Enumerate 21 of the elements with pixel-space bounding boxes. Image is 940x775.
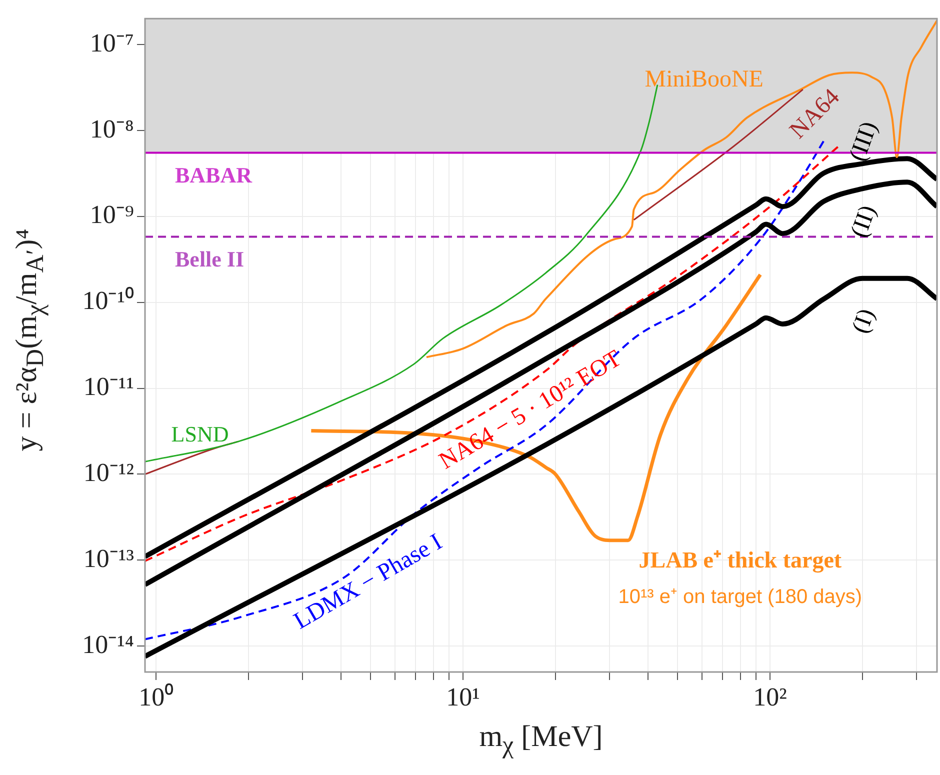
series-label: MiniBooNE bbox=[644, 66, 764, 92]
x-tick-label: 10⁰ bbox=[138, 682, 174, 712]
ref-line-label: BABAR bbox=[175, 162, 254, 188]
x-axis-title: m$_{χ}$ [MeV] bbox=[479, 720, 603, 760]
y-tick-label: 10⁻¹² bbox=[83, 458, 134, 488]
text: (I) bbox=[847, 305, 880, 337]
x-tick-label: 10¹ bbox=[446, 682, 480, 712]
y-tick-label: 10⁻¹⁴ bbox=[82, 630, 134, 659]
annotation: 10¹³ e⁺ on target (180 days) bbox=[618, 586, 862, 608]
y-tick-label: 10⁻¹³ bbox=[83, 544, 134, 574]
y-tick-label: 10⁻⁹ bbox=[90, 200, 134, 230]
text: (III) bbox=[844, 118, 883, 165]
x-tick-label: 10² bbox=[753, 682, 788, 712]
series-label: JLAB e⁺ thick target bbox=[638, 547, 842, 574]
y-tick-label: 10⁻¹⁰ bbox=[82, 286, 134, 316]
text: (II) bbox=[846, 202, 882, 241]
y-tick-label: 10⁻⁷ bbox=[90, 28, 134, 58]
series-label: LSND bbox=[171, 421, 229, 446]
y-tick-label: 10⁻⁸ bbox=[90, 114, 134, 144]
ref-line-label: Belle II bbox=[175, 246, 244, 272]
y-tick-label: 10⁻¹¹ bbox=[83, 372, 134, 402]
